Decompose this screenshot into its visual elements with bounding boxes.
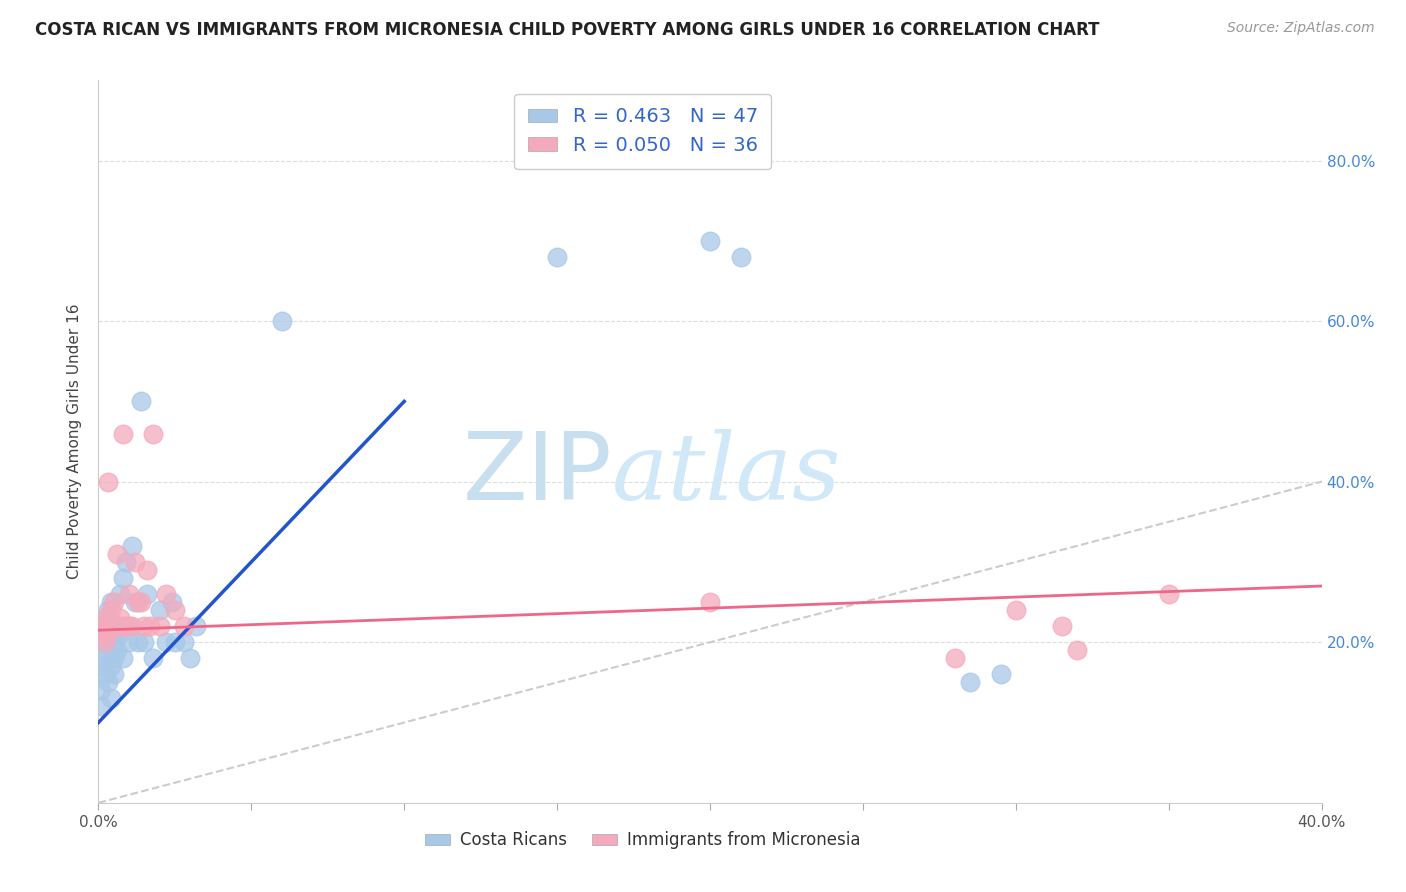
Point	[1050, 619, 1073, 633]
Point	[100, 627, 122, 641]
Point	[103, 619, 125, 633]
Point	[100, 659, 122, 673]
Point	[173, 635, 195, 649]
Point	[129, 394, 152, 409]
Point	[105, 547, 128, 561]
Point	[155, 587, 177, 601]
Y-axis label: Child Poverty Among Girls Under 16: Child Poverty Among Girls Under 16	[67, 304, 83, 579]
Point	[93, 611, 115, 625]
Point	[97, 603, 120, 617]
Point	[93, 651, 115, 665]
Point	[97, 627, 120, 641]
Point	[93, 635, 115, 649]
Point	[103, 635, 125, 649]
Point	[136, 563, 159, 577]
Point	[111, 426, 134, 441]
Point	[111, 651, 134, 665]
Point	[134, 635, 156, 649]
Point	[124, 595, 146, 609]
Point	[142, 651, 165, 665]
Point	[160, 595, 183, 609]
Point	[100, 619, 122, 633]
Text: COSTA RICAN VS IMMIGRANTS FROM MICRONESIA CHILD POVERTY AMONG GIRLS UNDER 16 COR: COSTA RICAN VS IMMIGRANTS FROM MICRONESI…	[35, 21, 1099, 39]
Point	[105, 643, 128, 657]
Point	[97, 675, 120, 690]
Point	[155, 635, 177, 649]
Point	[179, 651, 201, 665]
Point	[139, 619, 162, 633]
Point	[105, 619, 128, 633]
Point	[103, 667, 125, 681]
Point	[121, 539, 143, 553]
Point	[142, 426, 165, 441]
Point	[103, 651, 125, 665]
Point	[127, 635, 149, 649]
Text: ZIP: ZIP	[463, 428, 612, 520]
Point	[100, 691, 122, 706]
Point	[1004, 603, 1026, 617]
Text: Source: ZipAtlas.com: Source: ZipAtlas.com	[1227, 21, 1375, 36]
Point	[90, 683, 112, 698]
Point	[124, 555, 146, 569]
Point	[163, 635, 186, 649]
Legend: Costa Ricans, Immigrants from Micronesia: Costa Ricans, Immigrants from Micronesia	[419, 824, 868, 856]
Point	[136, 587, 159, 601]
Point	[270, 314, 292, 328]
Point	[730, 250, 752, 264]
Point	[121, 619, 143, 633]
Point	[546, 250, 568, 264]
Point	[97, 643, 120, 657]
Point	[115, 619, 138, 633]
Point	[97, 475, 120, 489]
Point	[90, 619, 112, 633]
Point	[115, 555, 138, 569]
Point	[97, 611, 120, 625]
Point	[118, 635, 141, 649]
Point	[186, 619, 208, 633]
Point	[959, 675, 981, 690]
Point	[943, 651, 966, 665]
Point	[990, 667, 1012, 681]
Point	[134, 619, 156, 633]
Point	[90, 627, 112, 641]
Point	[103, 595, 125, 609]
Point	[127, 595, 149, 609]
Point	[93, 619, 115, 633]
Point	[111, 619, 134, 633]
Point	[163, 603, 186, 617]
Point	[90, 659, 112, 673]
Point	[118, 619, 141, 633]
Point	[105, 619, 128, 633]
Point	[93, 667, 115, 681]
Point	[118, 587, 141, 601]
Point	[1157, 587, 1180, 601]
Point	[108, 611, 131, 625]
Point	[100, 603, 122, 617]
Point	[100, 595, 122, 609]
Point	[97, 619, 120, 633]
Text: atlas: atlas	[612, 429, 842, 519]
Point	[111, 571, 134, 585]
Point	[149, 619, 172, 633]
Point	[699, 595, 721, 609]
Point	[1066, 643, 1088, 657]
Point	[90, 699, 112, 714]
Point	[149, 603, 172, 617]
Point	[173, 619, 195, 633]
Point	[108, 627, 131, 641]
Point	[129, 595, 152, 609]
Point	[699, 234, 721, 248]
Point	[108, 587, 131, 601]
Point	[93, 635, 115, 649]
